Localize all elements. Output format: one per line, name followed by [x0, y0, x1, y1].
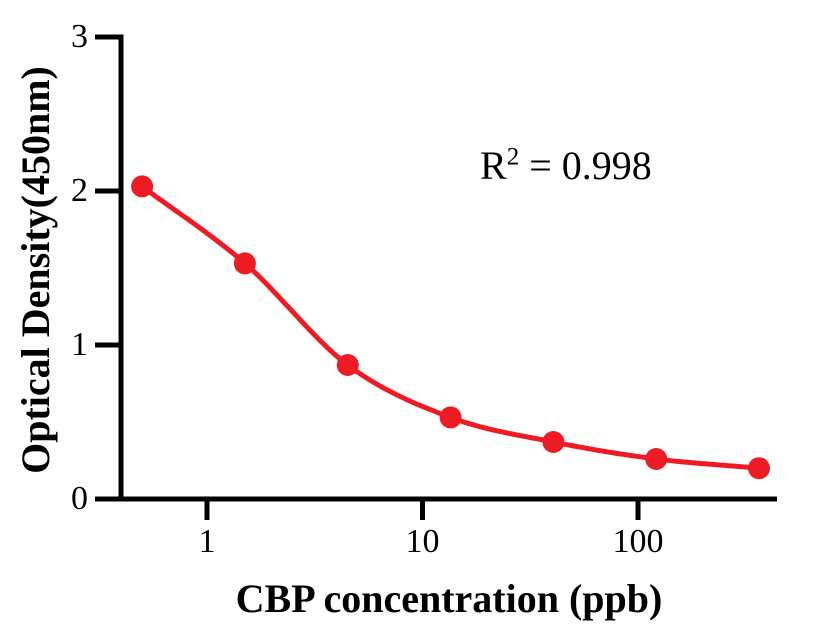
r-squared-exponent: 2 [506, 143, 520, 171]
data-point [336, 354, 359, 376]
data-point [439, 406, 462, 429]
r-squared-rest: = 0.998 [519, 143, 652, 188]
y-tick-label: 1 [71, 326, 88, 363]
x-tick-label: 1 [198, 523, 216, 560]
y-tick-label: 3 [71, 18, 88, 55]
r-squared-base: R [480, 143, 507, 188]
data-point [645, 448, 668, 470]
y-axis-title: Optical Density(450nm) [13, 66, 58, 474]
x-tick-label: 10 [405, 523, 440, 560]
y-tick-label: 0 [71, 480, 88, 517]
r-squared-annotation: R2 = 0.998 [480, 143, 652, 189]
x-tick-label: 100 [612, 523, 664, 560]
data-point [233, 252, 256, 275]
data-point [748, 457, 770, 480]
data-point [542, 431, 565, 453]
y-tick-label: 2 [71, 172, 88, 209]
data-point [131, 175, 154, 198]
x-axis-title: CBP concentration (ppb) [235, 576, 663, 621]
